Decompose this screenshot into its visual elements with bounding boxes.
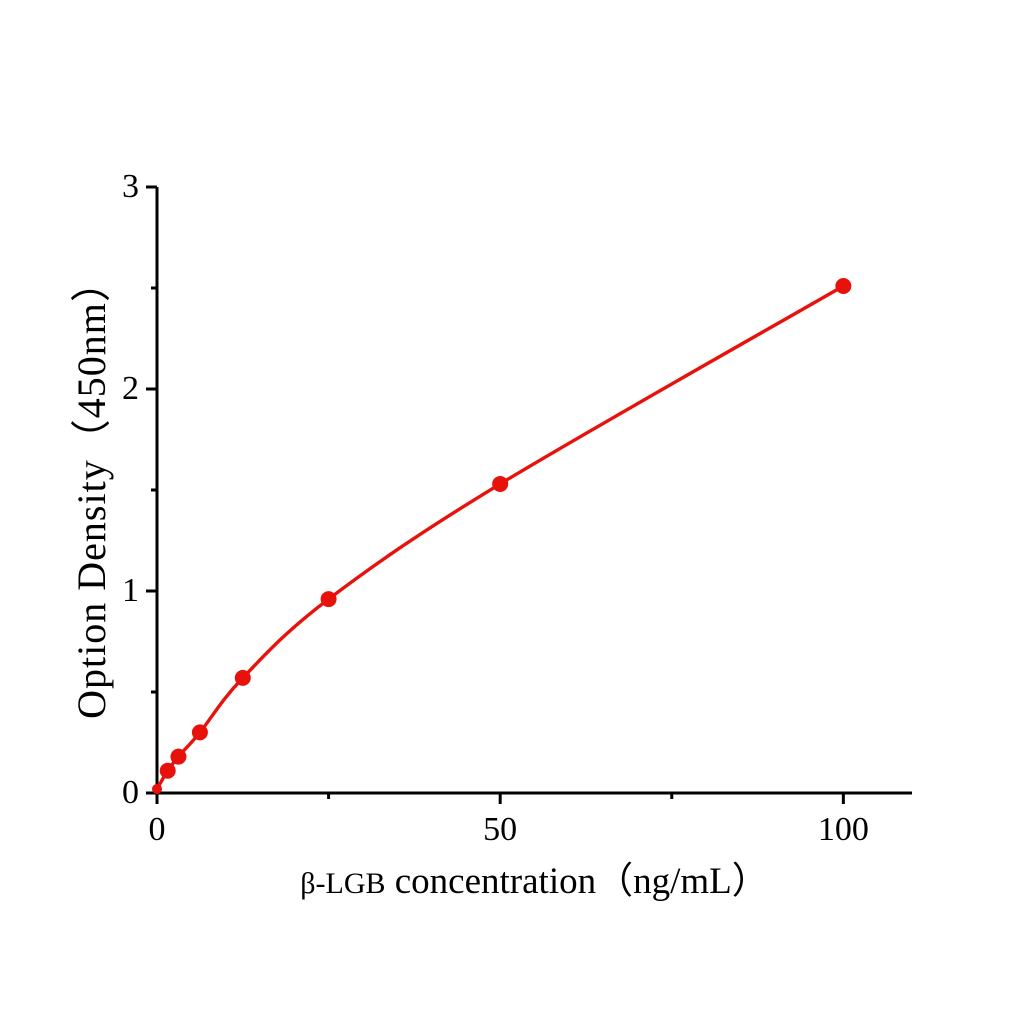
y-tick-label: 1 (122, 572, 139, 609)
data-point (492, 475, 509, 492)
x-axis-title: β-LGB concentration（ng/mL） (157, 852, 912, 912)
data-point (191, 724, 208, 741)
data-point (835, 277, 852, 294)
y-axis-title: Option Density（450nm） (59, 261, 117, 719)
data-point (234, 669, 251, 686)
x-tick-label: 100 (817, 811, 869, 848)
y-tick-label: 2 (122, 370, 139, 407)
y-tick-label: 0 (122, 774, 139, 811)
data-point (170, 748, 187, 765)
data-point (159, 762, 176, 779)
x-tick-label: 0 (148, 811, 166, 848)
data-point (152, 783, 162, 794)
y-axis-title-text: Option Density（450nm） (69, 261, 114, 719)
data-point (320, 591, 337, 608)
fit-curve (155, 284, 846, 791)
x-tick-label: 50 (483, 811, 518, 848)
x-axis-title-main: concentration（ng/mL） (385, 861, 769, 902)
x-axis-title-prefix: β-LGB (300, 867, 386, 900)
y-tick-label: 3 (122, 168, 139, 205)
